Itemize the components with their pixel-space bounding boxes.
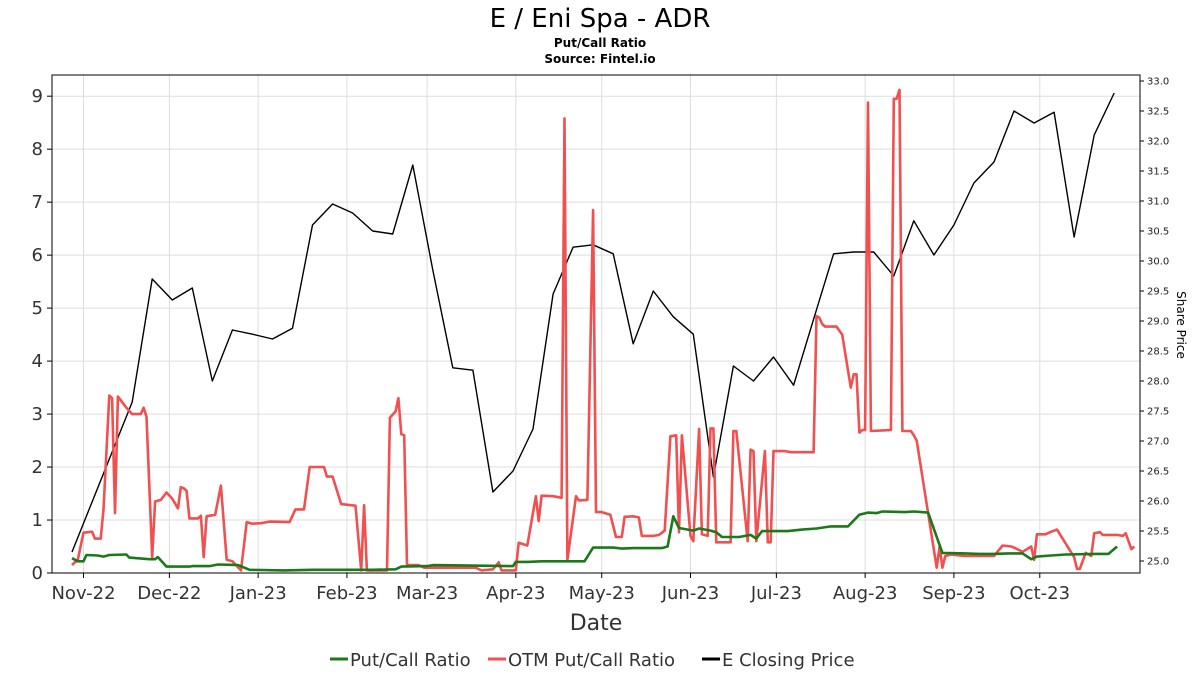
- y2-tick-label: 32.0: [1147, 137, 1169, 148]
- series-line-otm-put-call-ratio: [71, 88, 1136, 572]
- y2-tick-label: 28.5: [1147, 347, 1169, 358]
- y2-tick-label: 28.0: [1147, 377, 1169, 388]
- legend: Put/Call Ratio OTM Put/Call Ratio E Closin…: [330, 650, 855, 671]
- y-tick-label: 9: [32, 86, 43, 107]
- legend-label: Put/Call Ratio: [350, 650, 471, 671]
- x-tick-label: Jan-23: [229, 583, 287, 604]
- x-tick-label: Nov-22: [51, 583, 115, 604]
- y2-tick-label: 26.0: [1147, 497, 1169, 508]
- y2-tick-label: 33.0: [1147, 77, 1169, 88]
- series-line-e-closing-price: [71, 92, 1115, 553]
- x-tick-label: May-23: [569, 583, 635, 604]
- y-tick-label: 3: [32, 404, 43, 425]
- y2-tick-label: 25.5: [1147, 527, 1169, 538]
- y-tick-label: 7: [32, 192, 43, 213]
- y2-tick-label: 25.0: [1147, 557, 1169, 568]
- x-tick-label: Aug-23: [833, 583, 898, 604]
- y2-tick-label: 29.5: [1147, 287, 1169, 298]
- x-tick-label: Feb-23: [316, 583, 377, 604]
- y2-tick-label: 30.5: [1147, 227, 1169, 238]
- x-tick-label: Oct-23: [1010, 583, 1071, 604]
- x-axis: Nov-22 Dec-22 Jan-23 Feb-23 Mar-23 Apr-23 May-…: [51, 573, 1070, 604]
- y2-tick-label: 31.5: [1147, 167, 1169, 178]
- chart-title: E / Eni Spa - ADR: [490, 4, 711, 34]
- y-axis-left: 0 1 2 3 4 5 6 7 8 9: [32, 86, 52, 584]
- x-tick-label: Jun-23: [661, 583, 720, 604]
- x-tick-label: Dec-22: [137, 583, 201, 604]
- y-tick-label: 1: [32, 510, 43, 531]
- x-tick-label: Mar-23: [396, 583, 458, 604]
- series-layer: [71, 88, 1136, 572]
- chart-source: Source: Fintel.io: [544, 52, 655, 66]
- legend-label: OTM Put/Call Ratio: [508, 650, 675, 671]
- y2-axis-label: Share Price: [1174, 291, 1188, 359]
- series-line-put-call-ratio: [71, 510, 1118, 572]
- y2-tick-label: 32.5: [1147, 107, 1169, 118]
- y-tick-label: 8: [32, 139, 43, 160]
- x-tick-label: Sep-23: [922, 583, 985, 604]
- y2-tick-label: 30.0: [1147, 257, 1169, 268]
- plot-frame: [51, 74, 1141, 574]
- x-axis-label: Date: [570, 611, 623, 636]
- y2-tick-label: 29.0: [1147, 317, 1169, 328]
- x-tick-label: Jul-23: [750, 583, 802, 604]
- y2-tick-label: 27.5: [1147, 407, 1169, 418]
- y2-tick-label: 31.0: [1147, 197, 1169, 208]
- y-tick-label: 2: [32, 457, 43, 478]
- y-tick-label: 5: [32, 298, 43, 319]
- grid: [52, 75, 1140, 574]
- y-axis-right: 25.0 25.5 26.0 26.5 27.0 27.5 28.0 28.5 29.0 29.5…: [1140, 77, 1169, 568]
- y2-tick-label: 26.5: [1147, 467, 1169, 478]
- legend-label: E Closing Price: [722, 650, 855, 671]
- chart-subtitle: Put/Call Ratio: [554, 36, 646, 50]
- x-tick-label: Apr-23: [486, 583, 545, 604]
- y-tick-label: 4: [32, 351, 43, 372]
- y-tick-label: 0: [32, 563, 43, 584]
- y-tick-label: 6: [32, 245, 43, 266]
- y2-tick-label: 27.0: [1147, 437, 1169, 448]
